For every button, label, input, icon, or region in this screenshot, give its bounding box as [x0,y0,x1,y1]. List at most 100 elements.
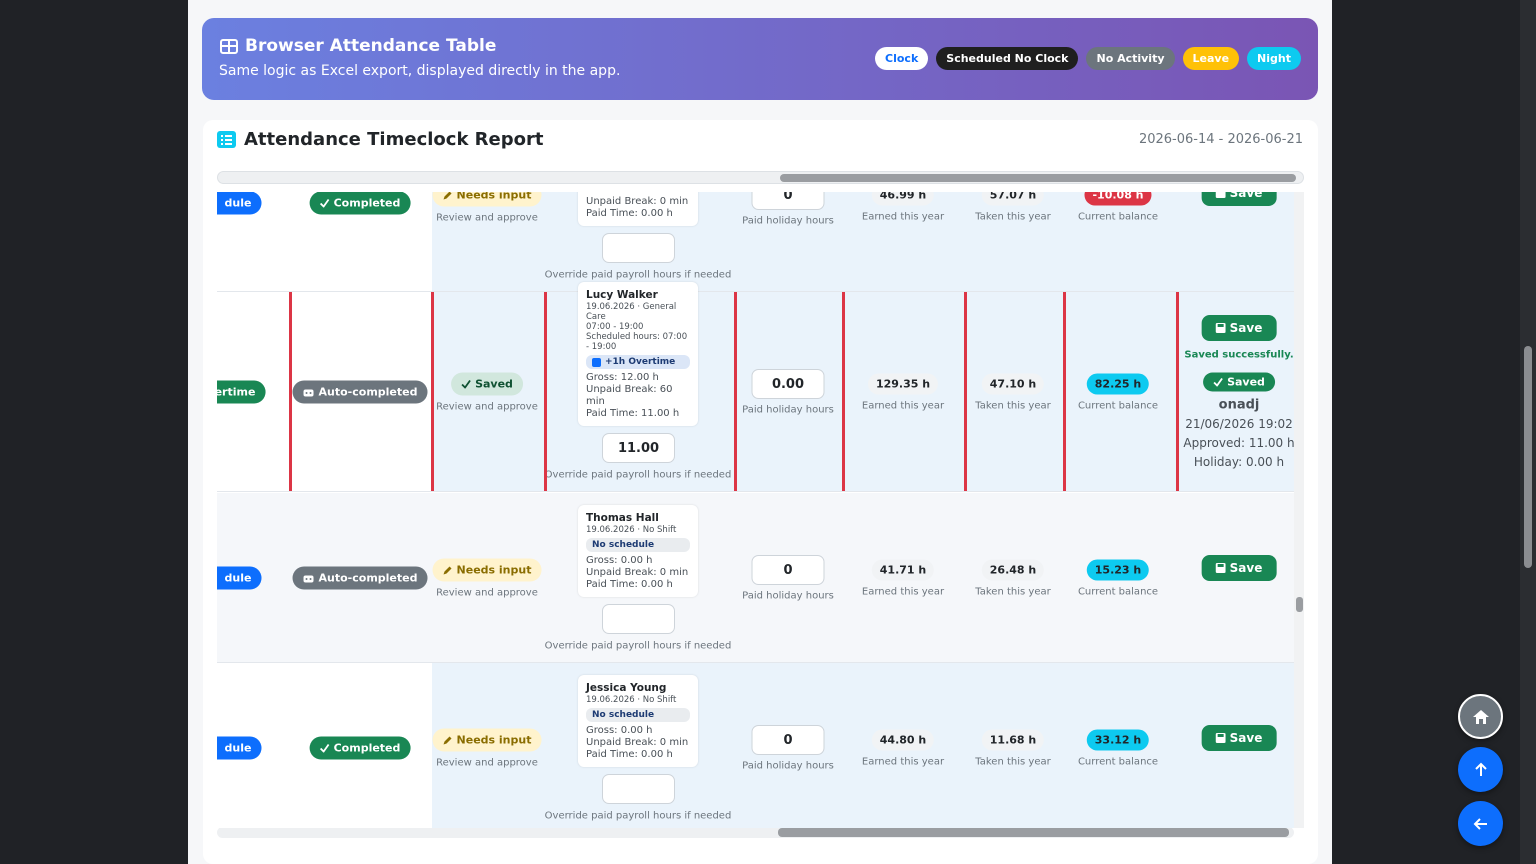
header-title: Browser Attendance Table [245,36,497,56]
shift-info: Scheduled hours: 07:00 - 19:00 [586,332,688,352]
hours-total: Paid Time: 0.00 h [586,208,673,219]
hours-total: Paid Time: 11.00 h [586,408,680,419]
earned-value: 46.99 h [871,192,935,206]
save-button[interactable]: Save [1201,725,1277,751]
scroll-thumb[interactable] [1296,597,1303,612]
override-note: Override paid payroll hours if needed [544,269,732,281]
table-row: dule Auto-completed Needs input Review and … [217,493,1294,663]
override-input[interactable] [602,604,675,634]
save-button[interactable]: Save [1201,315,1277,341]
list-icon [217,131,236,148]
legend-badge[interactable]: Scheduled No Clock [936,47,1079,70]
legend-badge[interactable]: No Activity [1086,47,1175,70]
employee-card: Lucy Walker 19.06.2026 · General Care 07:0… [578,282,698,426]
home-button[interactable] [1458,694,1503,739]
schedule-badge: dule [217,736,262,760]
taken-value: 11.68 h [981,729,1045,751]
status-badge: Auto-completed [292,566,428,590]
scroll-top-button[interactable] [1458,747,1503,792]
v-scrollbar[interactable] [1294,192,1304,828]
page-scroll-thumb[interactable] [1524,346,1532,568]
override-input[interactable]: 11.00 [602,433,675,463]
status-badge: Completed [309,736,411,760]
scroll-thumb[interactable] [778,828,1289,837]
holiday-input[interactable]: 0.00 [751,369,825,399]
override-input[interactable] [602,233,675,263]
hours-total: Gross: 0.00 h [586,725,653,736]
taken-note: Taken this year [975,586,1051,598]
highlight-border [964,292,967,491]
override-input[interactable] [602,774,675,804]
taken-note: Taken this year [975,400,1051,412]
review-note: Review and approve [436,401,538,413]
employee-name: Lucy Walker [586,289,658,301]
status-badge: Completed [309,192,411,215]
review-badge: Needs input [432,192,542,207]
save-button[interactable]: Save [1201,192,1277,206]
taken-note: Taken this year [975,211,1051,223]
balance-note: Current balance [1077,756,1159,768]
legend-badge[interactable]: Night [1247,47,1301,70]
override-note: Override paid payroll hours if needed [544,640,732,652]
h-scrollbar-bottom[interactable] [217,827,1294,838]
employee-name: Thomas Hall [586,512,659,524]
balance-value: 15.23 h [1086,559,1150,581]
highlight-border [842,292,845,491]
balance-value: -10.08 h [1084,192,1152,206]
holiday-hours: Holiday: 0.00 h [1193,455,1285,469]
balance-value: 82.25 h [1086,373,1150,395]
balance-value: 33.12 h [1086,729,1150,751]
saved-by: onadj [1218,397,1260,413]
hours-total: Paid Time: 0.00 h [586,579,673,590]
save-button[interactable]: Save [1201,555,1277,581]
table-row: ertime Auto-completed Saved Review and appr… [217,282,1294,492]
schedule-badge: dule [217,192,262,215]
earned-value: 41.71 h [871,559,935,581]
earned-note: Earned this year [861,586,945,598]
scroll-thumb[interactable] [780,174,1296,182]
review-note: Review and approve [436,757,538,769]
header-subtitle: Same logic as Excel export, displayed di… [219,63,621,79]
highlight-border [431,292,434,491]
holiday-input[interactable]: 0 [751,555,825,585]
review-badge: Saved [451,372,523,396]
schedule-badge: ertime [217,380,266,404]
save-message: Saved successfully. [1184,349,1294,361]
highlight-border [1063,292,1066,491]
holiday-input[interactable]: 0 [751,192,825,210]
earned-note: Earned this year [861,211,945,223]
hours-total: Gross: 12.00 h [586,372,659,383]
approved-hours: Approved: 11.00 h [1183,436,1294,450]
balance-note: Current balance [1077,400,1159,412]
holiday-note: Paid holiday hours [742,590,834,602]
taken-value: 47.10 h [981,373,1045,395]
review-note: Review and approve [436,587,538,599]
hours-total: Gross: 0.00 h [586,192,690,196]
employee-name: Jessica Young [586,682,667,694]
table-row: dule Completed Needs input Review and appro… [217,192,1294,292]
report-title: Attendance Timeclock Report [244,129,544,150]
back-button[interactable] [1458,801,1503,846]
hours-total: Unpaid Break: 0 min [586,737,689,748]
h-scrollbar-top[interactable] [217,171,1304,184]
employee-card: Jessica Young 19.06.2026 · No Shift No sch… [578,675,698,767]
holiday-note: Paid holiday hours [742,404,834,416]
hours-total: Unpaid Break: 0 min [586,196,689,207]
holiday-note: Paid holiday hours [742,760,834,772]
review-badge: Needs input [432,558,542,582]
holiday-input[interactable]: 0 [751,725,825,755]
saved-badge: Saved [1203,372,1275,392]
page-scrollbar[interactable] [1520,0,1536,864]
shift-info: 19.06.2026 · No Shift [586,525,677,535]
taken-value: 26.48 h [981,559,1045,581]
legend-badge[interactable]: Leave [1182,47,1240,70]
earned-value: 44.80 h [871,729,935,751]
row-shade [432,663,1294,828]
employee-card: Thomas Hall 19.06.2026 · No Shift No sched… [578,505,698,597]
legend-badge[interactable]: Clock [875,47,929,70]
review-note: Review and approve [436,212,538,224]
shift-info: 07:00 - 19:00 [586,322,644,332]
highlight-border [734,292,737,491]
balance-note: Current balance [1077,586,1159,598]
